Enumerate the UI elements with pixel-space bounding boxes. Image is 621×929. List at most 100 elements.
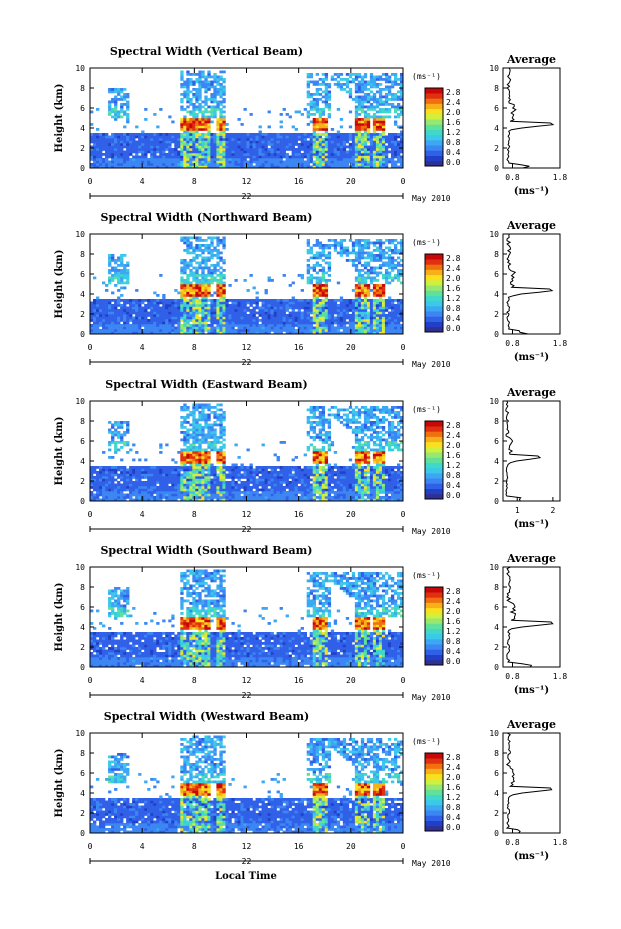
- heatmap-cell: [378, 304, 383, 307]
- heatmap-cell: [222, 138, 226, 141]
- heatmap-cell: [114, 138, 118, 141]
- heatmap-cell: [375, 271, 380, 275]
- heatmap-cell: [285, 329, 289, 332]
- heatmap-cell: [165, 306, 169, 310]
- heatmap-cell: [195, 78, 199, 81]
- heatmap-cell: [207, 251, 211, 255]
- heatmap-cell: [360, 301, 365, 305]
- heatmap-cell: [183, 284, 187, 287]
- heatmap-cell: [168, 158, 172, 161]
- heatmap-cell: [159, 486, 163, 489]
- profile-line: [506, 67, 555, 169]
- heatmap-cell: [279, 316, 283, 320]
- heatmap-cell: [120, 138, 124, 141]
- heatmap-cell: [312, 153, 317, 156]
- heatmap-cell: [372, 259, 377, 262]
- heatmap-cell: [165, 140, 169, 144]
- heatmap-cell: [372, 163, 377, 166]
- heatmap-cell: [303, 309, 307, 312]
- heatmap-cell: [180, 286, 184, 290]
- heatmap-cell: [351, 73, 356, 76]
- heatmap-cell: [120, 274, 124, 277]
- heatmap-cell: [225, 138, 229, 141]
- heatmap-cell: [189, 331, 193, 335]
- heatmap-cell: [354, 321, 359, 325]
- heatmap-cell: [291, 296, 295, 300]
- heatmap-cell: [183, 90, 187, 94]
- heatmap-cell: [108, 448, 112, 452]
- heatmap-cell: [258, 311, 262, 315]
- heatmap-cell: [399, 83, 404, 86]
- heatmap-cell: [312, 291, 317, 295]
- heatmap-cell: [204, 110, 208, 114]
- heatmap-cell: [351, 314, 356, 317]
- heatmap-cell: [186, 148, 190, 151]
- heatmap-cell: [201, 244, 205, 247]
- heatmap-cell: [360, 153, 365, 156]
- heatmap-cell: [195, 113, 199, 116]
- heatmap-cell: [294, 319, 298, 322]
- heatmap-cell: [96, 498, 100, 502]
- heatmap-cell: [237, 150, 241, 154]
- heatmap-cell: [378, 88, 383, 91]
- heatmap-cell: [372, 286, 377, 290]
- heatmap-cell: [261, 135, 265, 139]
- heatmap-cell: [93, 145, 97, 149]
- heatmap-cell: [183, 269, 187, 272]
- heatmap-cell: [339, 304, 344, 307]
- heatmap-cells: [90, 70, 404, 169]
- heatmap-cell: [324, 284, 329, 287]
- heatmap-cell: [378, 301, 383, 305]
- heatmap-cell: [156, 486, 160, 489]
- heatmap-cell: [120, 153, 124, 156]
- heatmap-cell: [207, 309, 211, 312]
- heatmap-cell: [261, 309, 265, 312]
- heatmap-cell: [354, 125, 359, 129]
- heatmap-cell: [309, 138, 314, 141]
- heatmap-cell: [342, 331, 347, 335]
- heatmap-cell: [273, 319, 277, 322]
- heatmap-cell: [138, 165, 142, 169]
- colorbar-tick-label: 1.6: [446, 118, 461, 127]
- heatmap-cell: [135, 491, 139, 494]
- date-label: May 2010: [412, 360, 451, 369]
- heatmap-cell: [120, 165, 124, 169]
- heatmap-cell: [378, 309, 383, 312]
- heatmap-cell: [216, 155, 220, 159]
- heatmap-cell: [198, 135, 202, 139]
- heatmap-cell: [162, 481, 166, 484]
- heatmap-cell: [375, 286, 380, 290]
- heatmap-cell: [231, 148, 235, 151]
- heatmap-cell: [147, 468, 151, 472]
- heatmap-cell: [210, 254, 214, 257]
- heatmap-cell: [99, 143, 103, 146]
- heatmap-cell: [381, 123, 386, 126]
- heatmap-cell: [117, 483, 121, 487]
- heatmap-cell: [111, 326, 115, 330]
- heatmap-cell: [219, 140, 223, 144]
- heatmap-cell: [381, 110, 386, 114]
- heatmap-cell: [366, 306, 371, 310]
- heatmap-cell: [210, 311, 214, 315]
- heatmap-cell: [126, 488, 130, 492]
- heatmap-cell: [282, 138, 286, 141]
- heatmap-cell: [201, 105, 205, 109]
- heatmap-cell: [153, 155, 157, 159]
- heatmap-cell: [126, 478, 130, 482]
- heatmap-cell: [339, 249, 344, 252]
- heatmap-cell: [171, 304, 175, 307]
- heatmap-cell: [102, 331, 106, 335]
- heatmap-cell: [321, 314, 326, 317]
- heatmap-cell: [300, 274, 304, 277]
- heatmap-cell: [96, 488, 100, 492]
- heatmap-cell: [387, 145, 392, 149]
- heatmap-cell: [369, 259, 374, 262]
- heatmap-cell: [261, 319, 265, 322]
- heatmap-cell: [297, 329, 301, 332]
- heatmap-cell: [231, 163, 235, 166]
- heatmap-cell: [198, 309, 202, 312]
- heatmap-cell: [363, 241, 368, 245]
- heatmap-cell: [201, 289, 205, 292]
- heatmap-cell: [114, 115, 118, 119]
- heatmap-cell: [216, 326, 220, 330]
